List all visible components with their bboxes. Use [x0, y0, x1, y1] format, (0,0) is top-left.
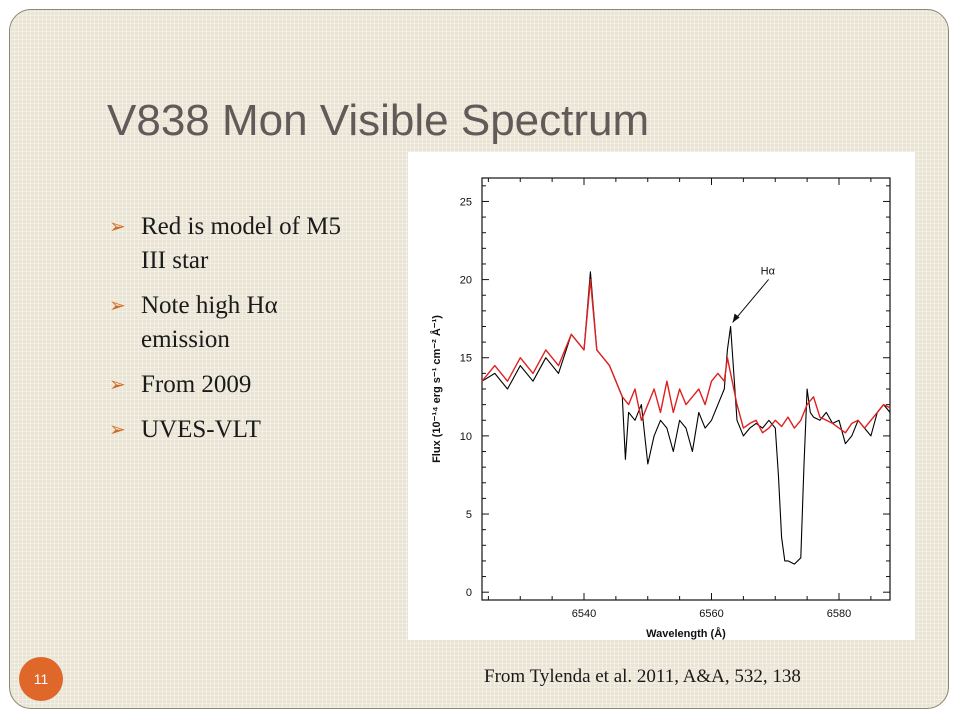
- x-tick-label: 6560: [699, 608, 723, 620]
- y-axis-label: Flux (10⁻¹⁴ erg s⁻¹ cm⁻² Å⁻¹): [430, 315, 443, 463]
- bullet-text: From 2009: [141, 371, 252, 398]
- bullet-item: ➢ UVES-VLT: [107, 413, 367, 447]
- spectrum-chart: 6540 6560 6580 0 5 10 15 20 25 Wavelength (Å) Flux…: [430, 177, 891, 640]
- annotation-label: Hα: [761, 265, 776, 277]
- arrow-bullet-icon: ➢: [109, 216, 126, 238]
- y-tick-label: 5: [466, 509, 472, 521]
- annotation-arrowhead: [732, 313, 740, 323]
- bullet-text: UVES-VLT: [141, 416, 261, 443]
- bullet-list: ➢ Red is model of M5 III star ➢ Note high …: [107, 210, 367, 458]
- annotation-arrow: [732, 279, 770, 323]
- x-tick-label: 6540: [572, 608, 596, 620]
- slide: V838 Mon Visible Spectrum ➢ Red is model …: [9, 9, 949, 709]
- y-tick-label: 10: [460, 431, 472, 443]
- spectrum-figure: 6540 6560 6580 0 5 10 15 20 25 Wavelength (Å) Flux…: [408, 152, 915, 640]
- arrow-bullet-icon: ➢: [109, 419, 126, 441]
- bullet-item: ➢ Red is model of M5 III star: [107, 210, 367, 278]
- x-axis-label: Wavelength (Å): [646, 627, 726, 640]
- bullet-text: Red is model of M5 III star: [141, 213, 341, 274]
- plot-frame: [481, 177, 891, 601]
- bullet-text: Note high Hα emission: [141, 292, 278, 353]
- model-spectrum-line: [481, 278, 891, 434]
- arrow-bullet-icon: ➢: [109, 295, 126, 317]
- y-tick-label: 15: [460, 353, 472, 365]
- bullet-item: ➢ Note high Hα emission: [107, 289, 367, 357]
- y-tick-label: 0: [466, 587, 472, 599]
- citation-text: From Tylenda et al. 2011, A&A, 532, 138: [484, 666, 801, 687]
- page-number-badge: 11: [19, 657, 63, 701]
- observed-spectrum-line: [481, 271, 891, 565]
- x-tick-label: 6580: [827, 608, 851, 620]
- bullet-item: ➢ From 2009: [107, 368, 367, 402]
- y-tick-label: 25: [460, 196, 472, 208]
- arrow-bullet-icon: ➢: [109, 374, 126, 396]
- y-tick-label: 20: [460, 275, 472, 287]
- slide-title: V838 Mon Visible Spectrum: [107, 96, 650, 145]
